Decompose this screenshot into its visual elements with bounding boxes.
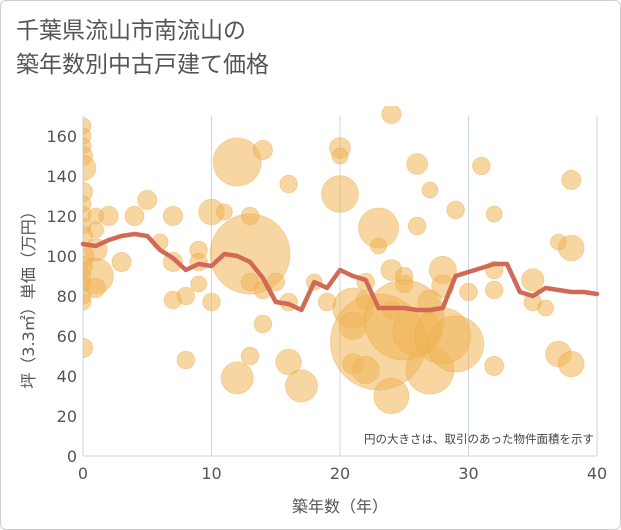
bubble-point: [252, 139, 273, 161]
bubble-point: [124, 205, 145, 227]
y-tick-label: 100: [46, 247, 77, 266]
gridlines: [82, 116, 598, 457]
y-axis-label: 坪（3.3㎡）単価（万円）: [19, 203, 38, 388]
bubble-series: [83, 106, 585, 415]
y-tick-label: 60: [57, 327, 77, 346]
y-tick-label: 20: [57, 407, 77, 426]
bubble-point: [370, 237, 388, 255]
bubble-point: [537, 299, 555, 317]
trend-line-group: [80, 231, 600, 313]
x-tick-label: 0: [78, 464, 88, 483]
chart-title-line1: 千葉県流山市南流山の: [16, 18, 246, 44]
bubble-point: [484, 280, 504, 300]
bubble-point: [98, 205, 119, 227]
bubble-point: [373, 377, 410, 415]
bubble-point: [220, 361, 254, 395]
x-axis-label: 築年数（年）: [292, 497, 388, 516]
bubble-point: [331, 147, 349, 165]
bubble-point: [85, 277, 106, 299]
bubble-point: [137, 189, 158, 211]
y-tick-label: 40: [57, 367, 77, 386]
bubble-point: [381, 106, 402, 125]
bubble-point: [472, 156, 491, 176]
bubble-point: [83, 293, 92, 311]
bubble-point: [176, 286, 196, 306]
chart-title: 千葉県流山市南流山の 築年数別中古戸建て価格: [16, 14, 536, 82]
bubble-point: [521, 268, 545, 292]
bubble-point: [215, 203, 233, 221]
bubble-point: [321, 175, 359, 213]
x-axis-ticks: 0 10 20 30 40: [78, 464, 607, 483]
bubble-point: [406, 153, 429, 175]
bubble-point: [284, 369, 318, 403]
x-tick-label: 20: [330, 464, 350, 483]
y-tick-label: 120: [46, 207, 77, 226]
size-annotation: 円の大きさは、取引のあった物件面積を示す: [364, 432, 594, 446]
y-tick-label: 160: [46, 127, 77, 146]
bubble-point: [561, 169, 582, 191]
bubble-point: [209, 213, 291, 295]
y-tick-label: 80: [57, 287, 77, 306]
bubble-point: [407, 216, 427, 236]
bubble-point: [484, 355, 505, 377]
bubble-point: [83, 337, 94, 359]
y-tick-label: 0: [67, 447, 77, 466]
bubble-point: [190, 275, 208, 293]
bubble-point: [558, 350, 585, 378]
bubble-point: [275, 348, 302, 376]
x-tick-label: 10: [201, 464, 221, 483]
bubble-point: [427, 315, 485, 373]
bubble-point: [162, 205, 184, 227]
bubble-point: [240, 346, 260, 366]
bubble-point: [459, 282, 478, 302]
bubble-point: [279, 174, 298, 194]
bubble-point: [87, 221, 105, 239]
bubble-point: [212, 137, 262, 187]
trend-line: [80, 231, 600, 313]
bubble-point: [240, 272, 260, 292]
bubble-point: [485, 205, 503, 223]
chart-title-line2: 築年数別中古戸建て価格: [16, 52, 269, 78]
y-axis-ticks: 0 20 40 60 80 100 120 140 160: [46, 127, 77, 466]
bubble-point: [111, 251, 132, 273]
bubble-point: [558, 234, 585, 262]
bubble-point: [83, 154, 97, 182]
x-tick-label: 30: [458, 464, 478, 483]
bubble-point: [176, 350, 196, 370]
y-tick-label: 140: [46, 167, 77, 186]
bubble-point: [421, 181, 439, 199]
x-tick-label: 40: [587, 464, 607, 483]
bubble-point: [253, 314, 273, 334]
bubble-point: [202, 292, 221, 312]
bubble-point: [446, 200, 465, 220]
